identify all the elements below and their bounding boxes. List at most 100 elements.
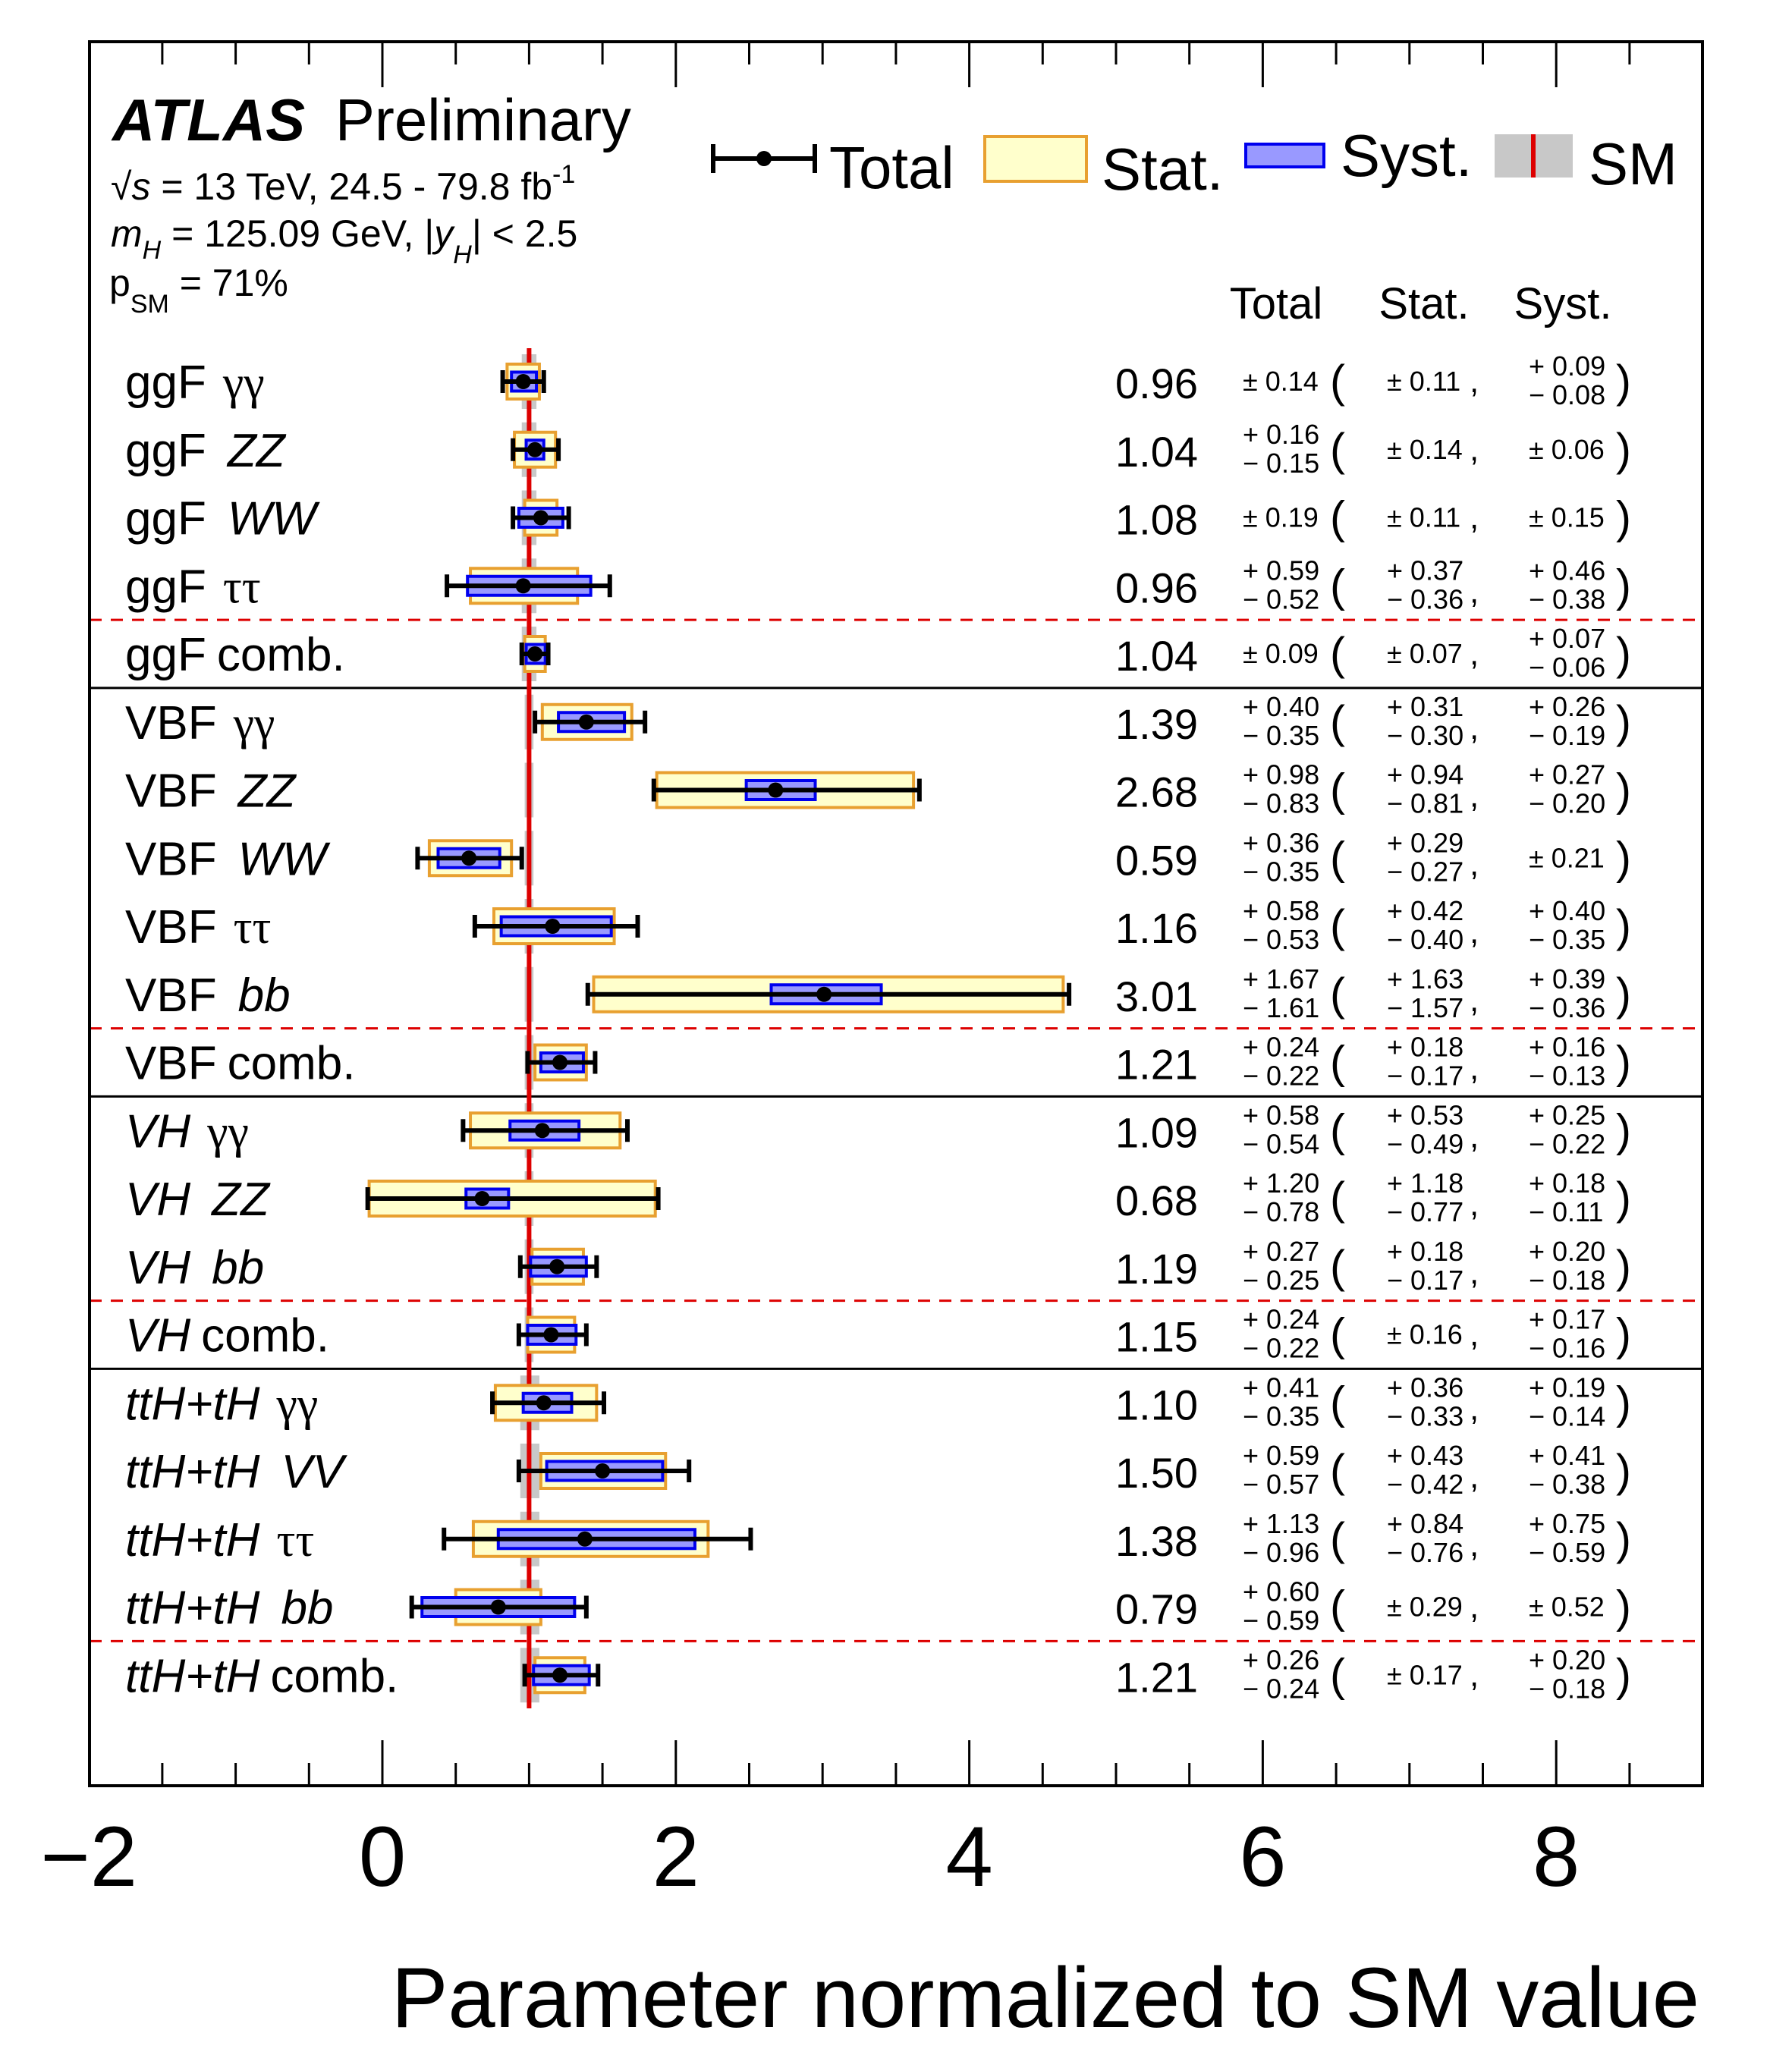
total-uncertainty-up: + 0.26 (1243, 1644, 1319, 1675)
data-row-marks (472, 907, 640, 945)
comma: , (1470, 778, 1479, 815)
central-value-marker (577, 1531, 593, 1547)
row-label: ttH+tH VV (125, 1446, 348, 1498)
row-label-production: ttH+tH (125, 1650, 260, 1702)
total-uncertainty-down: − 0.22 (1243, 1061, 1319, 1092)
row-label-production: VBF (125, 1038, 217, 1090)
data-row-marks (490, 1384, 607, 1422)
row-label-decay: comb. (217, 629, 345, 681)
close-paren: ) (1616, 1037, 1631, 1088)
x-tick-label: 8 (1533, 1809, 1580, 1904)
syst-uncertainty-up: + 0.20 (1529, 1644, 1605, 1675)
energy-lumi-line: √s = 13 TeV, 24.5 - 79.8 fb-1 (111, 160, 575, 208)
column-headers: Total Stat. Syst. (1230, 279, 1612, 328)
data-row-marks (517, 1247, 599, 1286)
total-uncertainty-down: − 0.59 (1243, 1605, 1319, 1636)
comma: , (1470, 635, 1479, 672)
row-label-decay: γγ (275, 1378, 318, 1430)
total-uncertainty-down: − 0.83 (1243, 788, 1319, 819)
close-paren: ) (1616, 1377, 1631, 1428)
comma: , (1470, 573, 1479, 610)
syst-uncertainty-down: − 0.36 (1529, 992, 1605, 1023)
experiment-name: ATLAS (111, 86, 305, 153)
value-row: 1.09 + 0.58− 0.54 (+ 0.53− 0.49 , + 0.25− 0.… (1115, 1099, 1631, 1159)
row-label: ttH+tH ττ (125, 1514, 314, 1566)
stat-uncertainty-down: − 0.17 (1387, 1061, 1463, 1092)
open-paren: ( (1330, 1241, 1345, 1292)
open-paren: ( (1330, 1309, 1345, 1360)
central-value: 0.96 (1115, 360, 1198, 407)
total-uncertainty-down: − 0.52 (1243, 583, 1319, 614)
data-row-marks (525, 1043, 598, 1082)
status-label: Preliminary (335, 86, 631, 153)
total-uncertainty-up: + 0.24 (1243, 1304, 1319, 1335)
central-value-marker (515, 578, 531, 594)
stat-uncertainty: ± 0.11 (1387, 366, 1460, 397)
row-label-production: ttH+tH (125, 1582, 260, 1635)
value-row: 0.96 + 0.59− 0.52 (+ 0.37− 0.36 , + 0.46− 0.… (1115, 555, 1631, 614)
syst-uncertainty-down: − 0.22 (1529, 1128, 1605, 1159)
x-axis-title: Parameter normalized to SM value (391, 1950, 1699, 2045)
total-uncertainty-up: + 1.67 (1243, 963, 1319, 995)
row-label: VH bb (125, 1242, 264, 1294)
mass-line: mH = 125.09 GeV, |yH| < 2.5 (111, 212, 577, 269)
legend-sm: SM (1495, 130, 1677, 197)
close-paren: ) (1616, 765, 1631, 815)
open-paren: ( (1330, 1377, 1345, 1428)
comma: , (1470, 1050, 1479, 1087)
central-value: 0.59 (1115, 836, 1198, 884)
row-label-production: VH (125, 1174, 190, 1226)
row-label: ggF WW (125, 493, 320, 545)
comma: , (1470, 709, 1479, 746)
central-value: 3.01 (1115, 973, 1198, 1020)
row-label-production: VH (125, 1105, 190, 1158)
data-row-marks (500, 363, 546, 401)
central-value-marker (474, 1191, 490, 1206)
stat-uncertainty-up: + 0.18 (1387, 1236, 1463, 1267)
syst-uncertainty-up: + 0.46 (1529, 555, 1605, 586)
syst-uncertainty-down: − 0.38 (1529, 1469, 1605, 1500)
syst-uncertainty-up: + 0.07 (1529, 623, 1605, 654)
central-value-marker (595, 1463, 611, 1479)
syst-uncertainty-down: − 0.14 (1529, 1400, 1605, 1431)
stat-uncertainty: ± 0.17 (1387, 1659, 1463, 1690)
stat-uncertainty-down: − 0.76 (1387, 1537, 1463, 1568)
row-label-decay: bb (281, 1582, 333, 1635)
open-paren: ( (1330, 424, 1345, 475)
close-paren: ) (1616, 1649, 1631, 1700)
row-label-decay: ττ (276, 1515, 314, 1566)
row-label-production: VBF (125, 697, 217, 749)
close-paren: ) (1616, 1445, 1631, 1496)
open-paren: ( (1330, 560, 1345, 611)
data-row-marks (511, 430, 561, 469)
close-paren: ) (1616, 492, 1631, 543)
syst-uncertainty-down: − 0.13 (1529, 1061, 1605, 1092)
close-paren: ) (1616, 696, 1631, 747)
row-label-decay: ττ (223, 561, 261, 613)
plot-frame (88, 40, 1704, 1787)
stat-uncertainty-up: + 0.29 (1387, 827, 1463, 858)
close-paren: ) (1616, 832, 1631, 883)
total-uncertainty-down: − 0.54 (1243, 1128, 1319, 1159)
central-value: 1.16 (1115, 904, 1198, 952)
close-paren: ) (1616, 1105, 1631, 1155)
row-label: ggF comb. (125, 629, 345, 681)
total-uncertainty-up: + 0.59 (1243, 1440, 1319, 1471)
row-label: VBF comb. (125, 1038, 355, 1090)
close-paren: ) (1616, 1582, 1631, 1632)
row-label: VBF ZZ (125, 765, 297, 818)
x-tick-label: −2 (40, 1809, 137, 1904)
column-header-total: Total (1230, 279, 1323, 328)
syst-uncertainty-down: − 0.06 (1529, 652, 1605, 683)
central-value-marker (533, 510, 549, 526)
stat-uncertainty-up: + 0.31 (1387, 691, 1463, 722)
comma: , (1470, 1254, 1479, 1291)
row-label-production: ggF (125, 357, 206, 409)
total-uncertainty-up: + 1.13 (1243, 1508, 1319, 1539)
close-paren: ) (1616, 900, 1631, 951)
central-value-marker (545, 919, 561, 934)
total-uncertainty-down: − 0.35 (1243, 720, 1319, 751)
stat-uncertainty-down: − 1.57 (1387, 992, 1463, 1023)
row-label: VBF bb (125, 969, 291, 1022)
total-uncertainty-up: + 1.20 (1243, 1167, 1319, 1199)
